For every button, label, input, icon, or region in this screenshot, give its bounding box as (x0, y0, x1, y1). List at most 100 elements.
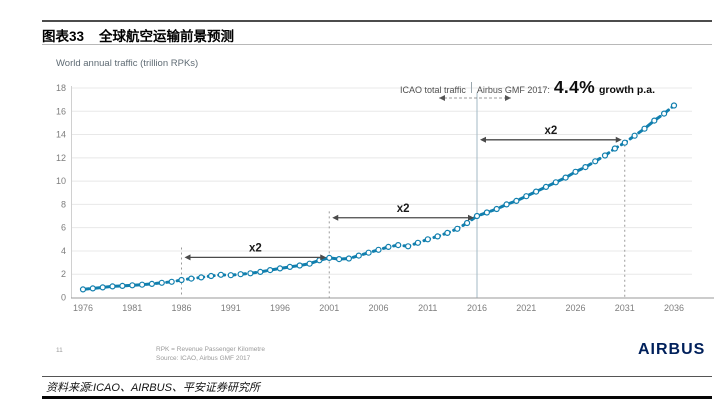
traffic-marker (247, 270, 254, 277)
traffic-marker (79, 286, 87, 293)
traffic-marker (414, 239, 421, 246)
y-tick-label: 16 (56, 106, 66, 116)
traffic-curve (81, 104, 676, 291)
y-tick-label: 6 (61, 223, 66, 233)
traffic-marker (148, 280, 155, 287)
x-tick-label: 2011 (418, 303, 437, 313)
traffic-marker (109, 283, 116, 290)
y-tick-label: 2 (61, 269, 66, 279)
figure-label: 图表33 (42, 29, 85, 44)
traffic-marker (188, 275, 195, 282)
traffic-marker (345, 255, 352, 262)
traffic-marker (168, 278, 175, 285)
growth-rate-suffix: growth p.a. (598, 84, 655, 96)
growth-rate-value: 4.4% (553, 77, 595, 97)
traffic-marker (237, 271, 244, 278)
traffic-marker (513, 197, 520, 204)
footnote-line2: Source: ICAO, Airbus GMF 2017 (156, 355, 251, 362)
slide-footnote: RPK = Revenue Passenger Kilometre Source… (156, 345, 265, 363)
arrowhead (439, 95, 445, 101)
traffic-marker (572, 168, 579, 175)
title-underline (42, 44, 712, 45)
traffic-marker (405, 243, 412, 250)
traffic-marker (424, 236, 431, 243)
traffic-marker (257, 268, 264, 275)
traffic-marker (99, 284, 106, 291)
doubling-label: x2 (397, 203, 410, 215)
traffic-marker (336, 256, 343, 263)
arrowhead (332, 214, 339, 221)
traffic-marker (227, 272, 234, 279)
traffic-marker (483, 209, 490, 216)
traffic-marker (670, 102, 678, 109)
traffic-marker (306, 260, 313, 267)
traffic-marker (582, 164, 589, 171)
icao-traffic-label: ICAO total traffic (400, 85, 466, 95)
traffic-marker (139, 281, 146, 288)
traffic-marker (395, 242, 402, 249)
traffic-marker (267, 267, 274, 274)
arrowhead (615, 136, 622, 143)
chart-axis-title: World annual traffic (trillion RPKs) (56, 58, 199, 69)
traffic-marker (217, 271, 224, 278)
x-tick-label: 2006 (368, 303, 388, 313)
arrowhead (184, 254, 191, 261)
traffic-marker (641, 125, 648, 132)
traffic-marker (326, 254, 333, 261)
x-tick-label: 2036 (664, 303, 684, 313)
traffic-marker (276, 265, 284, 272)
traffic-marker (119, 282, 126, 289)
x-tick-label: 2001 (319, 303, 339, 313)
arrowhead (505, 95, 511, 101)
y-tick-label: 12 (56, 153, 66, 163)
traffic-marker (660, 110, 668, 117)
arrowhead (480, 136, 486, 143)
x-tick-label: 1976 (73, 303, 93, 313)
footnote-line1: RPK = Revenue Passenger Kilometre (156, 346, 265, 353)
traffic-marker (523, 193, 530, 200)
y-tick-label: 10 (56, 176, 66, 186)
traffic-marker (651, 117, 658, 124)
traffic-marker (493, 205, 500, 213)
arrowhead (468, 214, 474, 221)
traffic-marker (503, 201, 510, 208)
traffic-marker (552, 179, 559, 186)
slide-page-number: 11 (56, 347, 63, 354)
x-tick-label: 2016 (467, 303, 487, 313)
traffic-marker (355, 252, 362, 259)
source-rule (42, 376, 712, 377)
figure-name: 全球航空运输前景预测 (99, 29, 235, 44)
traffic-marker (296, 262, 303, 269)
traffic-marker (434, 233, 441, 240)
doubling-label: x2 (544, 125, 557, 137)
traffic-marker (562, 174, 569, 181)
traffic-marker (601, 152, 609, 159)
traffic-marker (473, 212, 481, 220)
y-tick-label: 4 (61, 246, 66, 256)
arrowhead (320, 254, 327, 261)
traffic-marker (375, 246, 382, 253)
growth-annotation: ICAO total traffic Airbus GMF 2017: 4.4%… (400, 77, 655, 98)
traffic-marker (178, 276, 185, 284)
x-tick-label: 1996 (270, 303, 290, 313)
doubling-label: x2 (249, 242, 262, 254)
figure-title: 图表33 全球航空运输前景预测 (42, 25, 234, 45)
airbus-gmf-label: Airbus GMF 2017: (476, 85, 550, 95)
x-tick-label: 2031 (615, 303, 635, 313)
traffic-marker (592, 158, 599, 165)
traffic-marker (444, 229, 451, 236)
traffic-marker (129, 282, 136, 289)
traffic-marker (621, 139, 628, 146)
source-line: 资料来源:ICAO、AIRBUS、平安证券研究所 (46, 382, 260, 394)
annotation-separator (470, 82, 472, 93)
y-tick-label: 8 (61, 199, 66, 209)
traffic-marker (208, 272, 215, 280)
x-tick-label: 1981 (122, 303, 142, 313)
traffic-marker (89, 285, 96, 292)
x-tick-label: 1986 (171, 303, 191, 313)
traffic-marker (464, 219, 471, 227)
traffic-marker (365, 249, 372, 256)
traffic-marker (532, 188, 540, 195)
